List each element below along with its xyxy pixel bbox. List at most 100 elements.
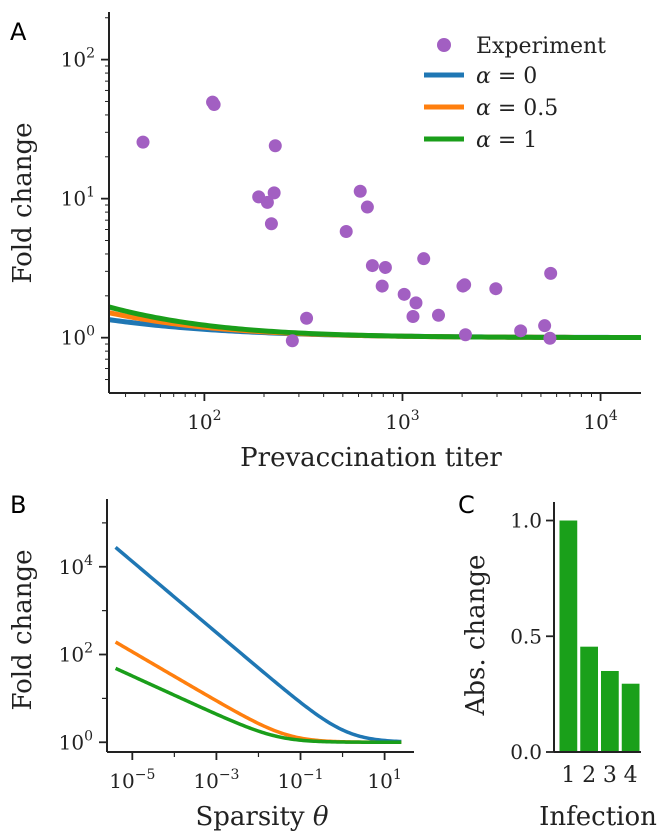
- panel-c-ylabel: Abs. change: [461, 555, 491, 717]
- panel-a-x-tick-label-base: 10: [385, 410, 410, 434]
- panel-c-y-tick-label: 0.5: [510, 624, 542, 648]
- experiment-point: [300, 311, 314, 325]
- experiment-point: [431, 308, 445, 322]
- panel-b-y-tick-label-base: 10: [59, 730, 84, 754]
- panel-b-x-tick-label-exp: −5: [135, 767, 156, 783]
- experiment-point: [360, 200, 374, 214]
- panel-b-x-tick-label: 10−5: [109, 767, 155, 793]
- panel-a-y-tick-label-base: 10: [61, 326, 86, 350]
- experiment-point: [339, 225, 353, 239]
- legend-alpha0-value: = 0: [491, 64, 537, 89]
- panel-a-y-tick-label-base: 10: [61, 48, 86, 72]
- panel-b-x-tick-label: 10−1: [277, 767, 323, 793]
- experiment-point: [514, 324, 528, 338]
- legend-alpha1-value: = 1: [491, 128, 537, 153]
- legend-alpha1-label: α = 1: [476, 128, 537, 153]
- panel-b-x-tick-label-base: 10: [193, 769, 218, 793]
- experiment-point: [136, 135, 150, 149]
- panel-b-y-tick-label-exp: 4: [84, 553, 93, 569]
- panel-a-curve-2: [108, 304, 641, 341]
- experiment-point: [397, 287, 411, 301]
- panel-b-y-tick-label-exp: 2: [84, 641, 93, 657]
- legend-alpha1-symbol: α: [476, 128, 491, 153]
- panel-a-x-tick-label: 103: [385, 408, 419, 434]
- panel-a-y-tick-label: 101: [61, 185, 95, 211]
- experiment-point: [264, 217, 278, 231]
- panel-c-x-tick-label: 2: [582, 763, 596, 788]
- panel-a-x-tick-label-base: 10: [187, 410, 212, 434]
- panel-b-y-tick-label: 100: [59, 728, 93, 754]
- panel-b-y-tick-label: 104: [59, 553, 93, 579]
- legend-alpha0-label: α = 0: [476, 64, 537, 89]
- bar-infection-2: [580, 646, 598, 752]
- experiment-point: [378, 260, 392, 274]
- panel-a-x-tick-label-exp: 2: [213, 408, 222, 424]
- panel-a-y-tick-label-exp: 2: [86, 46, 95, 62]
- panel-b-y-tick-label-exp: 0: [84, 728, 93, 744]
- experiment-point: [489, 282, 503, 296]
- panel-a-y-tick-label: 102: [61, 46, 95, 72]
- bar-infection-4: [621, 683, 640, 752]
- panel-a-x-tick-label-exp: 3: [411, 408, 420, 424]
- experiment-point: [458, 278, 472, 292]
- panel-b-curve-1: [114, 640, 402, 744]
- experiment-point: [267, 186, 281, 200]
- experiment-point: [365, 259, 379, 273]
- experiment-point: [409, 296, 423, 310]
- experiment-point: [285, 334, 299, 348]
- panel-b-xlabel-symbol: θ: [313, 802, 329, 832]
- panel-c-x-tick-label: 3: [603, 763, 617, 788]
- panel-a-legend: Experiment α = 0 α = 0.5 α = 1: [424, 34, 606, 153]
- panel-b-x-tick-label-base: 10: [109, 769, 134, 793]
- experiment-point: [375, 279, 389, 293]
- panel-b-y-tick-label-base: 10: [59, 555, 84, 579]
- experiment-point: [260, 195, 274, 209]
- panel-b-x-tick-label-exp: −3: [219, 767, 240, 783]
- experiment-point: [207, 98, 221, 112]
- panel-a-xlabel: Prevaccination titer: [240, 443, 502, 473]
- experiment-point: [458, 328, 472, 342]
- panel-c-plot: 1 2 3 4 0.0 0.5 1.0: [510, 502, 641, 788]
- experiment-point: [417, 252, 431, 266]
- panel-c-letter: C: [458, 491, 475, 519]
- panel-b-xlabel: Sparsity θ: [195, 802, 328, 832]
- panel-b-x-tick-label-base: 10: [367, 769, 392, 793]
- bar-infection-1: [559, 520, 578, 752]
- bar-infection-3: [601, 670, 619, 752]
- legend-alpha05-label: α = 0.5: [476, 96, 558, 121]
- panel-b-x-tick-label-base: 10: [277, 769, 302, 793]
- legend-alpha05-value: = 0.5: [491, 96, 558, 121]
- panel-a-x-tick-label: 104: [583, 408, 617, 434]
- panel-c-y-tick-label: 0.0: [510, 740, 542, 764]
- experiment-point: [353, 184, 367, 198]
- panel-a-x-tick-label-exp: 4: [609, 408, 618, 424]
- experiment-point: [544, 266, 558, 280]
- panel-b-xlabel-text: Sparsity: [195, 802, 312, 832]
- experiment-point: [268, 139, 282, 153]
- panel-a-y-tick-label-exp: 1: [86, 185, 95, 201]
- panel-a-ylabel: Fold change: [8, 122, 38, 283]
- panel-c-x-tick-label: 4: [624, 763, 638, 788]
- panel-b-x-tick-label: 101: [367, 767, 401, 793]
- panel-a-y-tick-label-exp: 0: [86, 324, 95, 340]
- legend-alpha05-symbol: α: [476, 96, 491, 121]
- panel-c-xlabel: Infection: [539, 802, 657, 832]
- panel-b-x-tick-label: 10−3: [193, 767, 239, 793]
- panel-b-curve-0: [114, 546, 402, 744]
- panel-b-ylabel: Fold change: [8, 549, 38, 710]
- legend-alpha0-symbol: α: [476, 64, 491, 89]
- legend-experiment-marker: [437, 38, 451, 52]
- panel-c-x-tick-label: 1: [561, 763, 575, 788]
- experiment-point: [543, 331, 557, 345]
- panel-b-y-tick-label: 102: [59, 641, 93, 667]
- experiment-point: [406, 310, 420, 323]
- panel-a-x-tick-label: 102: [187, 408, 221, 434]
- panel-b-x-tick-label-exp: 1: [393, 767, 402, 783]
- experiment-point: [538, 319, 552, 333]
- panel-c-y-tick-label: 1.0: [510, 509, 542, 533]
- panel-b-y-tick-label-base: 10: [59, 643, 84, 667]
- panel-b-curve-2: [114, 666, 402, 745]
- panel-a-x-tick-label-base: 10: [583, 410, 608, 434]
